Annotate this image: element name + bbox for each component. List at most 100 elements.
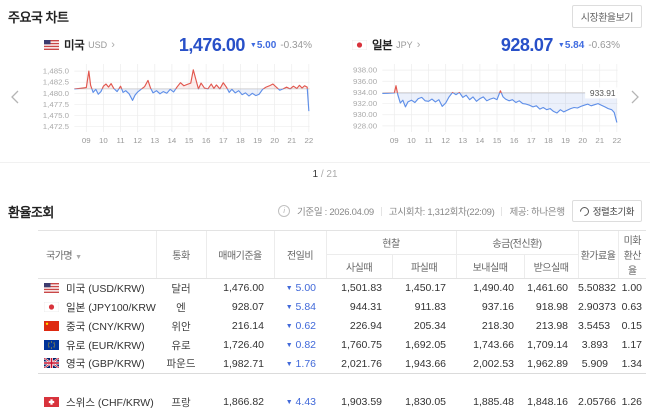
col-header-fee-rate: 환가료율 [577, 230, 619, 279]
svg-text:20: 20 [578, 136, 587, 145]
cash-sell: 1,830.05 [405, 396, 446, 408]
usd-conversion: 0.63 [621, 301, 643, 313]
usd-conversion: 1.00 [621, 282, 643, 295]
usd-conversion: 1.17 [621, 339, 643, 351]
carousel-prev-button[interactable] [4, 32, 26, 104]
wire-receive: 1,709.14 [527, 339, 569, 351]
svg-text:10: 10 [407, 136, 416, 145]
page-current: 1 [312, 169, 319, 180]
country-label: 영국 (GBP/KRW) [66, 358, 145, 371]
svg-text:22: 22 [612, 136, 621, 145]
chevron-right-icon[interactable]: › [416, 39, 421, 51]
col-header-cash: 현찰 [325, 230, 456, 255]
cash-sell: 1,450.17 [405, 282, 446, 295]
country-cell[interactable]: 일본 (JPY100/KRW) [38, 298, 156, 317]
cash-buy: 1,501.83 [341, 282, 382, 295]
usd-conversion: 1.34 [621, 357, 643, 370]
svg-text:15: 15 [185, 136, 194, 145]
wire-receive: 213.98 [535, 320, 569, 332]
currency-name: 엔 [176, 301, 186, 314]
svg-text:10: 10 [99, 136, 108, 145]
country-cell[interactable]: 미국 (USD/KRW) [38, 279, 156, 298]
down-triangle-icon: ▼ [285, 342, 293, 349]
rate-change-percent: -0.34% [280, 39, 312, 51]
fee-rate: 4.24266 [578, 412, 618, 416]
svg-text:20: 20 [270, 136, 279, 145]
currency-name: 프랑 [171, 396, 191, 409]
base-rate: 216.14 [231, 320, 264, 332]
fee-rate: 3.893 [581, 339, 609, 351]
table-row[interactable]: 영국 (GBP/KRW) 파운드 1,982.71 ▼ 1.76 2,021.76 1,9… [38, 355, 646, 374]
cash-buy: 1,903.59 [341, 396, 382, 408]
wire-receive: 1,848.16 [527, 396, 569, 408]
svg-text:15: 15 [493, 136, 502, 145]
charts-section-header: 주요국 차트 시장환율보기 [0, 0, 650, 30]
svg-text:13: 13 [458, 136, 467, 145]
jpy-intraday-chart: 09 10 11 12 13 14 15 16 17 18 19 20 21 22 938.00 936.00… [353, 64, 621, 145]
country-cell[interactable]: 유로 (EUR/KRW) [38, 336, 156, 355]
svg-text:13: 13 [150, 136, 159, 145]
market-rate-view-button[interactable]: 시장환율보기 [571, 5, 642, 28]
base-rate: 1,866.82 [223, 396, 264, 408]
fee-rate: 2.05766 [578, 396, 616, 408]
country-cell[interactable]: 영국 (GBP/KRW) [38, 355, 156, 374]
wire-receive: 1,962.89 [527, 357, 569, 370]
col-header-cash-buy: 사실때 [325, 254, 392, 279]
daily-change: ▼ 1.76 [285, 357, 316, 370]
col-header-country[interactable]: 국가명 ▼ [38, 230, 156, 279]
table-row[interactable]: 중국 (CNY/KRW) 위안 216.14 ▼ 0.62 226.94 205.34 21… [38, 317, 646, 336]
svg-text:936.00: 936.00 [353, 77, 377, 86]
flag-cn-icon [44, 320, 59, 331]
flag-gb-icon [44, 358, 59, 369]
currency-code: USD [88, 40, 108, 50]
country-cell[interactable]: 캐나다 (CAD/KRW) [38, 412, 156, 416]
base-rate: 928.07 [231, 301, 264, 313]
country-cell[interactable]: 스위스 (CHF/KRW) [38, 393, 156, 412]
down-triangle-icon: ▼ [285, 399, 293, 406]
usd-intraday-chart: 09 10 11 12 13 14 15 16 17 18 19 20 21 22 1,485.0 1,482… [43, 64, 313, 145]
col-header-base-rate: 매매기준율 [205, 230, 274, 279]
svg-text:12: 12 [441, 136, 450, 145]
currency-code: JPY [396, 40, 413, 50]
svg-text:14: 14 [168, 136, 178, 145]
table-row[interactable]: 캐나다 (CAD/KRW)달러1,068.29▼ 1.561,089.331,0… [38, 412, 646, 416]
col-header-change: 전일비 [273, 230, 326, 279]
country-cell[interactable]: 중국 (CNY/KRW) [38, 317, 156, 336]
table-row[interactable]: 유로 (EUR/KRW) 유로 1,726.40 ▼ 0.82 1,760.75 1,69… [38, 336, 646, 355]
rates-meta: i 기준일 : 2026.04.09 고시회차: 1,312회차(22:09) … [277, 200, 642, 222]
chart-carousel: 미국 USD › 1,476.00 ▼5.00 -0.34% 09 10 11 12 1… [0, 30, 650, 150]
down-triangle-icon: ▼ [285, 323, 293, 330]
svg-text:09: 09 [82, 136, 91, 145]
notice-round: 고시회차: 1,312회차(22:09) [388, 207, 495, 218]
daily-change: ▼ 5.84 [285, 301, 316, 313]
col-header-usd-conv: 미화환산율 [617, 230, 647, 279]
svg-text:1,477.5: 1,477.5 [43, 100, 69, 109]
base-date: 기준일 : 2026.04.09 [296, 207, 374, 218]
sort-reset-button[interactable]: 정렬초기화 [571, 200, 642, 222]
cash-sell: 911.83 [414, 301, 446, 313]
chevron-right-icon[interactable]: › [111, 39, 115, 51]
table-row[interactable]: 스위스 (CHF/KRW) 프랑 1,866.82 ▼ 4.43 1,903.59 1,8… [38, 393, 646, 412]
flag-jp-icon [352, 40, 367, 50]
down-triangle-icon: ▼ [285, 304, 293, 311]
table-row[interactable]: 일본 (JPY100/KRW) 엔 928.07 ▼ 5.84 944.31 911.83… [38, 298, 646, 317]
usd-conversion: 0.15 [621, 320, 643, 332]
rates-section-title: 환율조회 [8, 204, 54, 220]
info-icon[interactable]: i [277, 205, 290, 217]
daily-change: ▼ 1.56 [274, 412, 326, 416]
svg-text:11: 11 [116, 136, 124, 145]
exchange-rate-table: 국가명 ▼ 통화 매매기준율 전일비 현찰 송금(전신환) 환가료율 미화환산율 … [38, 230, 647, 416]
currency-name: 달러 [171, 282, 191, 295]
base-rate: 1,726.40 [223, 339, 264, 351]
flag-us-icon [44, 282, 59, 293]
svg-text:1,480.0: 1,480.0 [43, 89, 69, 98]
table-row[interactable]: 미국 (USD/KRW) 달러 1,476.00 ▼ 5.00 1,501.83 1,45… [38, 279, 646, 298]
down-triangle-icon: ▼ [249, 41, 257, 49]
wire-receive: 918.98 [535, 301, 569, 313]
country-label: 스위스 (CHF/KRW) [66, 396, 154, 409]
carousel-next-button[interactable] [624, 32, 646, 104]
daily-change: ▼ 0.82 [285, 339, 316, 351]
svg-text:930.00: 930.00 [353, 110, 377, 119]
flag-jp-icon [44, 301, 59, 312]
country-label: 미국 (USD/KRW) [66, 282, 145, 295]
